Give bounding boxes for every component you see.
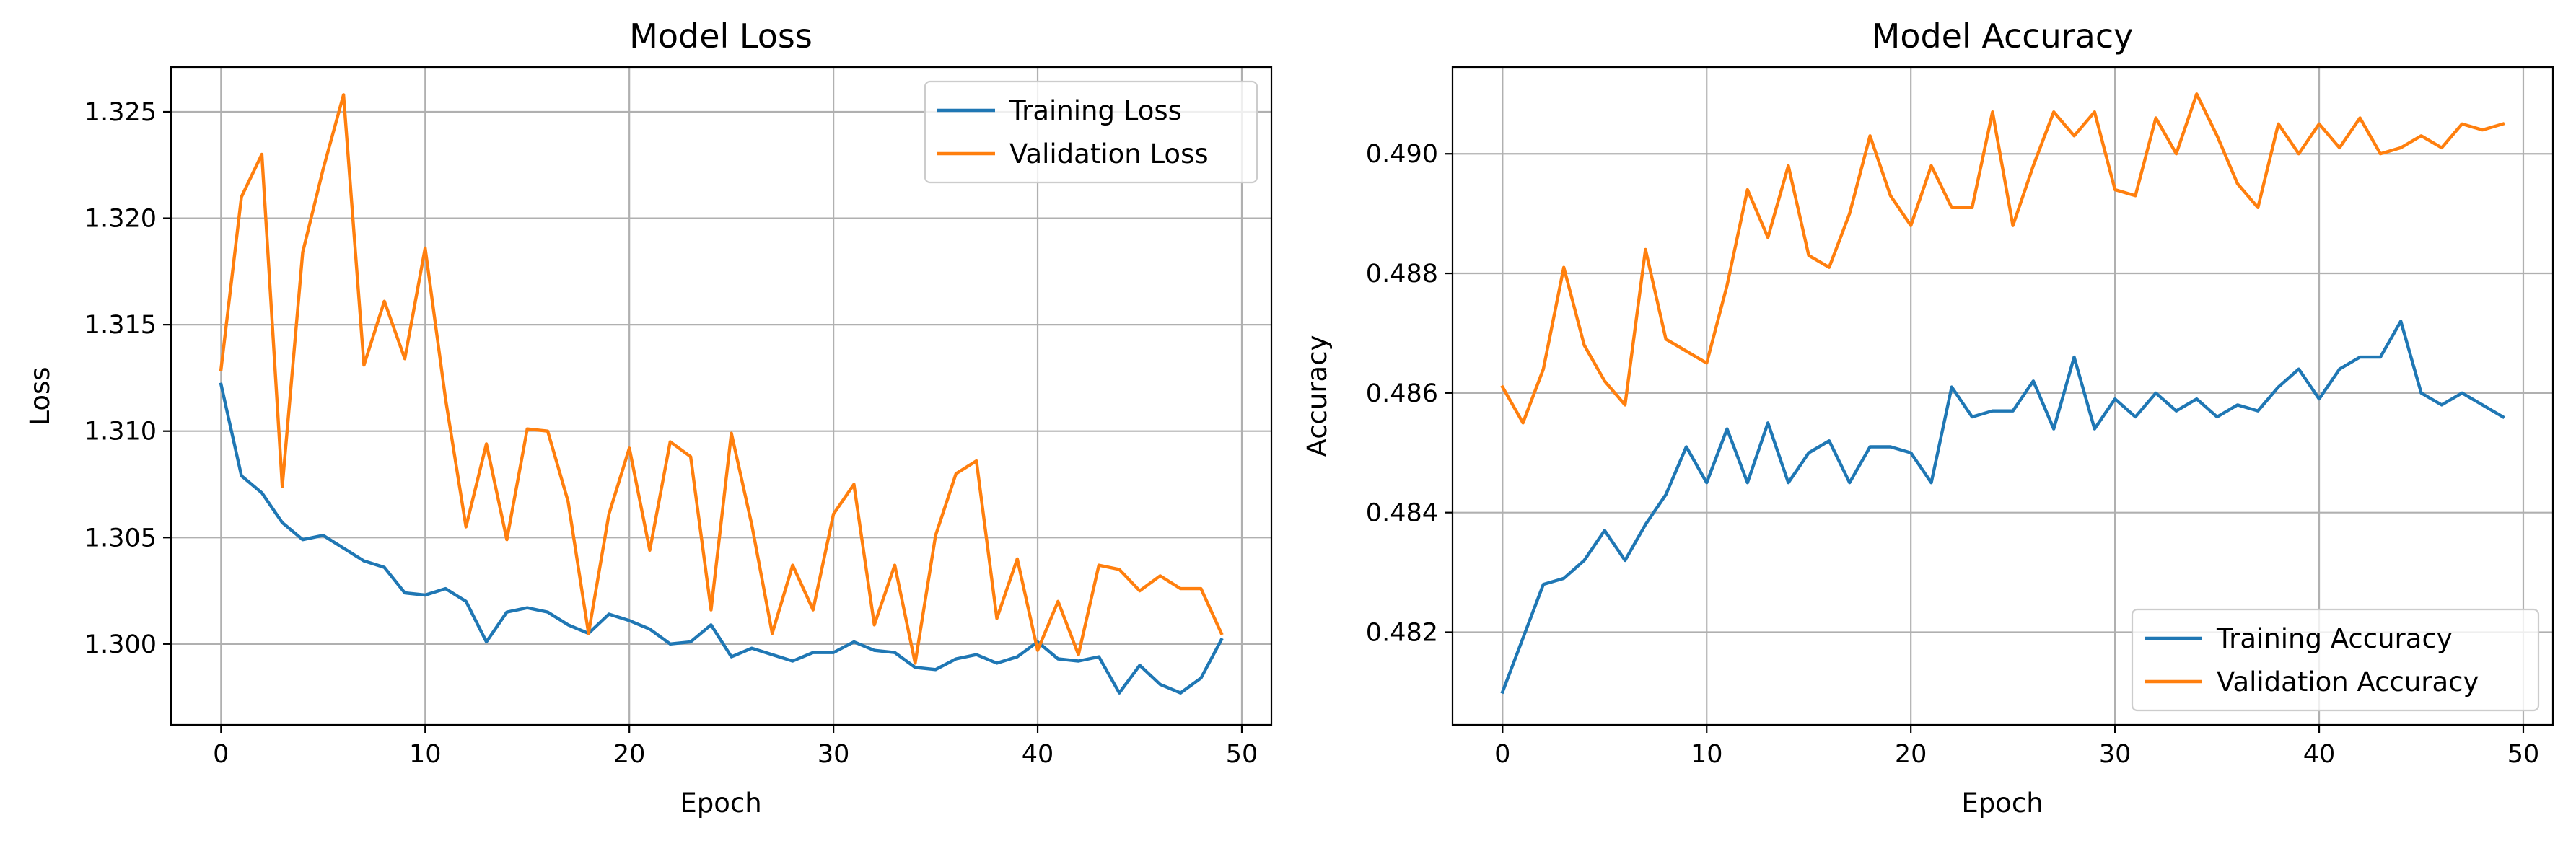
accuracy-chart: 0 10 20 30 40 50 0.482 0.484 0.486 0.488 0.490 Mo… xyxy=(1302,17,2554,819)
accuracy-y-tick-label: 0.490 xyxy=(1366,140,1438,169)
training-loss-line xyxy=(219,382,1224,695)
loss-chart: 0 10 20 30 40 50 1.3001.3051.3101.3151.3201.3… xyxy=(25,17,1273,819)
loss-y-tick-label: 1.325 xyxy=(84,98,157,127)
loss-legend-frame xyxy=(924,80,1258,184)
loss-y-ticks: 1.300 1.305 1.310 1.315 1.320 1.325 xyxy=(84,98,171,659)
loss-chart-title: Model Loss xyxy=(629,17,812,56)
loss-x-tick-label: 0 xyxy=(213,740,229,769)
loss-y-axis-label: Loss xyxy=(25,366,56,425)
loss-y-tick-label: 1.315 xyxy=(84,311,157,340)
loss-y-tick-label: 1.305 xyxy=(84,524,157,552)
accuracy-y-axis-label: Accuracy xyxy=(1302,335,1333,457)
accuracy-x-tick-label: 0 xyxy=(1494,740,1510,769)
loss-x-tick-label: 30 xyxy=(818,740,850,769)
accuracy-y-tick-label: 0.486 xyxy=(1366,379,1438,408)
accuracy-x-axis-label: Epoch xyxy=(1961,788,2043,819)
accuracy-y-tick-label: 0.488 xyxy=(1366,260,1438,289)
training-accuracy-line xyxy=(1500,320,2505,695)
loss-x-tick-label: 50 xyxy=(1226,740,1258,769)
accuracy-x-tick-label: 40 xyxy=(2303,740,2336,769)
accuracy-legend: Training Accuracy Validation Accuracy xyxy=(2131,608,2540,712)
loss-y-tick-label: 1.310 xyxy=(84,418,157,446)
loss-x-tick-label: 20 xyxy=(613,740,646,769)
accuracy-y-tick-label: 0.482 xyxy=(1366,618,1438,647)
training-loss-legend-label: Training Loss xyxy=(1009,95,1182,126)
loss-x-tick-label: 40 xyxy=(1022,740,1054,769)
accuracy-series xyxy=(1500,92,2505,695)
accuracy-y-ticks: 0.482 0.484 0.486 0.488 0.490 xyxy=(1366,140,1453,647)
loss-plot-frame xyxy=(170,66,1273,726)
loss-legend: Training Loss Validation Loss xyxy=(924,80,1258,184)
validation-loss-line xyxy=(219,93,1224,665)
loss-x-ticks: 0 10 20 30 40 50 xyxy=(213,725,1258,769)
accuracy-legend-frame xyxy=(2131,608,2540,712)
accuracy-y-tick-label: 0.484 xyxy=(1366,499,1438,528)
accuracy-x-ticks: 0 10 20 30 40 50 xyxy=(1494,725,2539,769)
loss-x-tick-label: 10 xyxy=(409,740,442,769)
loss-y-tick-label: 1.300 xyxy=(84,630,157,659)
loss-y-tick-label: 1.320 xyxy=(84,205,157,234)
validation-loss-legend-label: Validation Loss xyxy=(1009,138,1209,169)
accuracy-plot-frame xyxy=(1451,66,2554,726)
accuracy-x-tick-label: 50 xyxy=(2507,740,2540,769)
validation-accuracy-line xyxy=(1500,92,2505,425)
accuracy-x-tick-label: 20 xyxy=(1895,740,1927,769)
accuracy-x-tick-label: 10 xyxy=(1691,740,1723,769)
training-accuracy-legend-label: Training Accuracy xyxy=(2216,623,2453,654)
accuracy-x-tick-label: 30 xyxy=(2099,740,2132,769)
accuracy-chart-title: Model Accuracy xyxy=(1872,17,2134,56)
loss-series xyxy=(219,93,1224,695)
loss-x-axis-label: Epoch xyxy=(680,788,761,819)
validation-accuracy-legend-label: Validation Accuracy xyxy=(2217,666,2479,697)
